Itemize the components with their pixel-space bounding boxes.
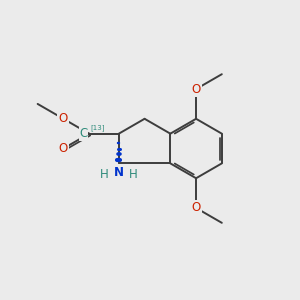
Text: H: H [100,168,108,181]
Text: O: O [191,82,201,96]
Text: H: H [129,168,138,181]
Text: O: O [59,112,68,125]
Text: C: C [80,127,88,140]
Text: [13]: [13] [91,124,105,131]
Text: O: O [191,202,201,214]
Text: O: O [59,142,68,155]
Text: N: N [114,166,124,179]
